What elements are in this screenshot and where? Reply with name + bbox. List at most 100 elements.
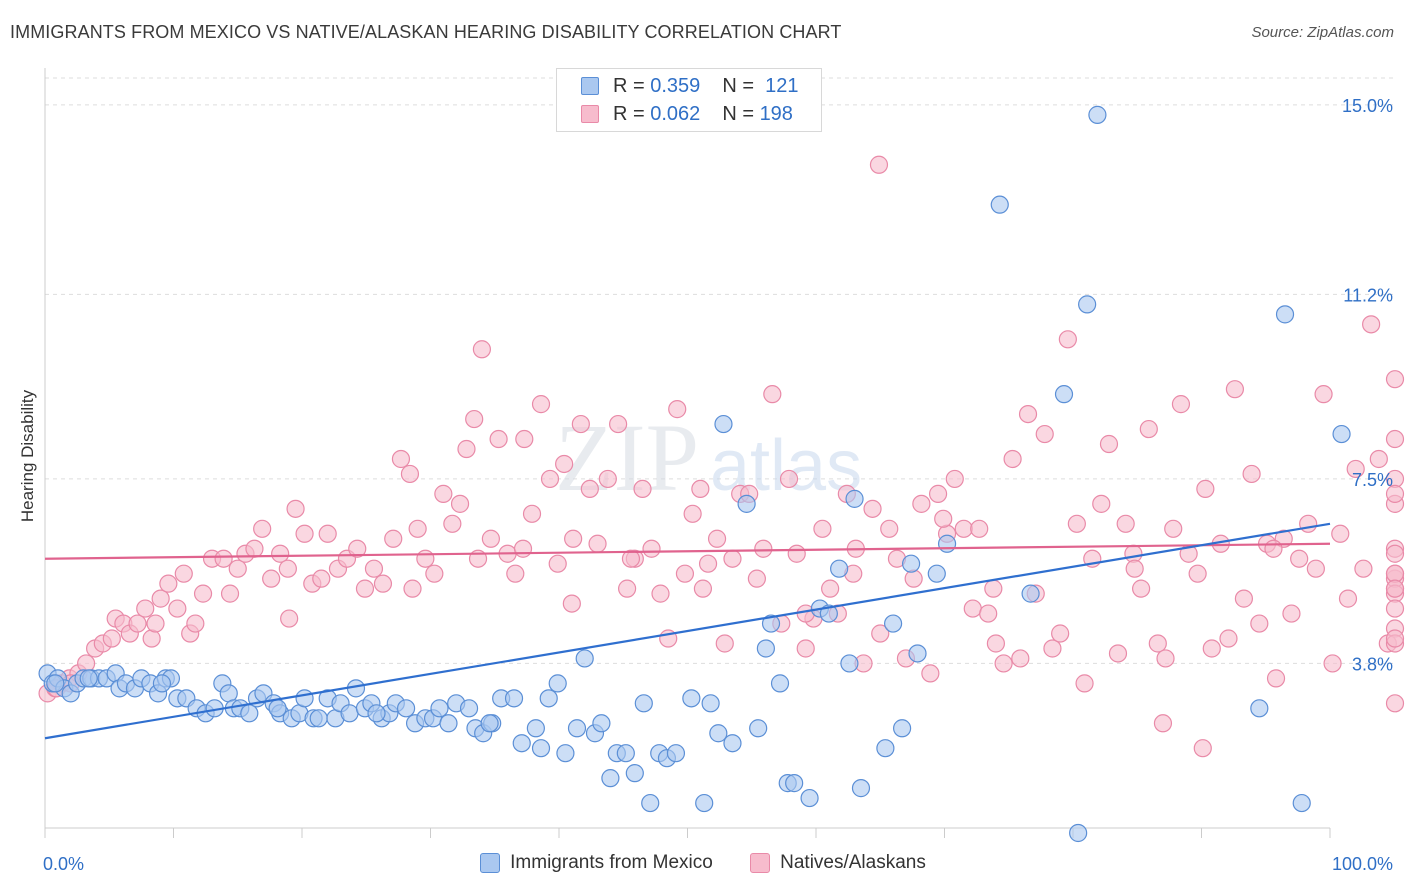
immigrants-point-79 — [666, 744, 686, 763]
natives-point-58 — [506, 564, 525, 583]
stats-row-natives: R = 0.062 N = 198 — [581, 101, 793, 127]
natives-point-36 — [318, 524, 337, 543]
natives-point-92 — [787, 544, 806, 563]
immigrants-point-111 — [1088, 105, 1107, 124]
r-value: 0.062 — [650, 102, 701, 125]
immigrants-point-109 — [1069, 823, 1088, 843]
natives-point-191 — [984, 579, 1003, 598]
stats-row-immigrants: R = 0.359 N = 121 — [581, 73, 799, 99]
immigrants-point-103 — [908, 644, 927, 663]
legend-label-natives: Natives/Alaskans — [780, 852, 926, 873]
immigrants-point-101 — [892, 719, 912, 738]
natives-point-101 — [863, 499, 882, 518]
immigrants-point-63 — [531, 739, 551, 758]
watermark: ZIP atlas — [555, 404, 862, 511]
natives-point-117 — [994, 654, 1013, 673]
n-label: N = — [722, 74, 754, 97]
natives-point-127 — [1075, 674, 1094, 693]
natives-point-159 — [1331, 524, 1350, 543]
natives-point-75 — [651, 584, 670, 603]
legend-item-immigrants: Immigrants from Mexico — [480, 852, 713, 874]
natives-point-136 — [1148, 634, 1167, 653]
natives-point-79 — [683, 504, 702, 523]
natives-point-24 — [220, 584, 240, 603]
natives-point-146 — [1225, 380, 1245, 399]
immigrants-point-76 — [641, 793, 660, 813]
natives-point-60 — [522, 504, 542, 523]
natives-point-103 — [880, 519, 899, 538]
immigrants-point-99 — [876, 739, 895, 758]
immigrants-point-35 — [295, 689, 314, 708]
y-axis-label: Hearing Disability — [18, 389, 37, 522]
natives-point-18 — [174, 564, 193, 583]
natives-point-15 — [151, 589, 170, 608]
natives-point-53 — [465, 409, 484, 429]
natives-point-196 — [280, 609, 299, 628]
immigrants-point-87 — [749, 719, 768, 738]
immigrants-point-41 — [340, 704, 359, 723]
y-tick-label-2: 11.2% — [1343, 285, 1393, 305]
immigrants-point-74 — [625, 764, 644, 783]
immigrants-point-96 — [830, 559, 849, 578]
natives-point-95 — [813, 519, 832, 538]
natives-point-71 — [618, 579, 637, 598]
immigrants-point-62 — [526, 719, 545, 738]
natives-point-8 — [102, 629, 121, 648]
immigrants-mexico-points — [38, 105, 1351, 843]
natives-point-54 — [472, 340, 491, 359]
immigrants-point-114 — [1292, 793, 1311, 813]
natives-point-183 — [1385, 484, 1405, 503]
n-label: N = — [722, 102, 754, 125]
immigrants-point-86 — [737, 494, 756, 513]
natives-point-32 — [286, 499, 305, 518]
natives-point-21 — [193, 584, 213, 603]
natives-point-175 — [1385, 599, 1405, 618]
natives-point-108 — [921, 664, 940, 683]
natives-point-35 — [312, 569, 331, 588]
natives-point-163 — [1362, 315, 1381, 334]
immigrants-point-122 — [46, 674, 65, 693]
natives-point-77 — [668, 400, 687, 419]
immigrants-point-73 — [616, 744, 635, 763]
natives-point-141 — [1188, 564, 1207, 583]
natives-point-62 — [540, 469, 560, 489]
natives-point-25 — [228, 559, 247, 578]
immigrants-point-104 — [927, 564, 946, 583]
n-value: 121 — [765, 74, 799, 97]
legend-item-natives: Natives/Alaskans — [750, 852, 926, 874]
natives-point-44 — [391, 449, 411, 469]
natives-point-87 — [747, 569, 766, 588]
natives-point-139 — [1171, 395, 1191, 414]
natives-point-158 — [1323, 654, 1342, 673]
natives-point-82 — [707, 529, 727, 548]
immigrants-point-97 — [840, 654, 859, 673]
swatch-blue — [581, 77, 599, 95]
natives-point-119 — [1011, 649, 1030, 668]
x-tick-label-1: 100.0% — [1332, 854, 1393, 874]
natives-point-102 — [871, 624, 890, 643]
natives-point-55 — [481, 529, 500, 548]
natives-point-64 — [555, 454, 574, 474]
natives-point-31 — [278, 559, 297, 578]
natives-point-23 — [214, 549, 233, 568]
natives-point-133 — [1124, 544, 1143, 563]
natives-point-114 — [970, 519, 989, 538]
x-tick-label-0: 0.0% — [43, 854, 84, 874]
immigrants-point-119 — [268, 699, 287, 718]
immigrants-point-107 — [1021, 584, 1040, 603]
immigrants-point-71 — [601, 769, 620, 788]
legend-swatch-pink — [750, 853, 771, 873]
immigrants-point-48 — [396, 699, 416, 718]
natives-point-160 — [1338, 589, 1358, 608]
natives-point-59 — [513, 539, 533, 558]
immigrants-point-85 — [723, 734, 742, 753]
immigrants-point-106 — [990, 195, 1009, 214]
natives-point-129 — [1092, 494, 1111, 513]
natives-point-14 — [142, 629, 161, 648]
natives-point-113 — [963, 599, 982, 618]
r-label: R = — [613, 74, 645, 97]
natives-point-164 — [1369, 449, 1388, 469]
natives-point-78 — [675, 564, 695, 583]
series-legend: Immigrants from Mexico Natives/Alaskans — [0, 852, 1406, 879]
natives-point-170 — [1385, 370, 1405, 389]
